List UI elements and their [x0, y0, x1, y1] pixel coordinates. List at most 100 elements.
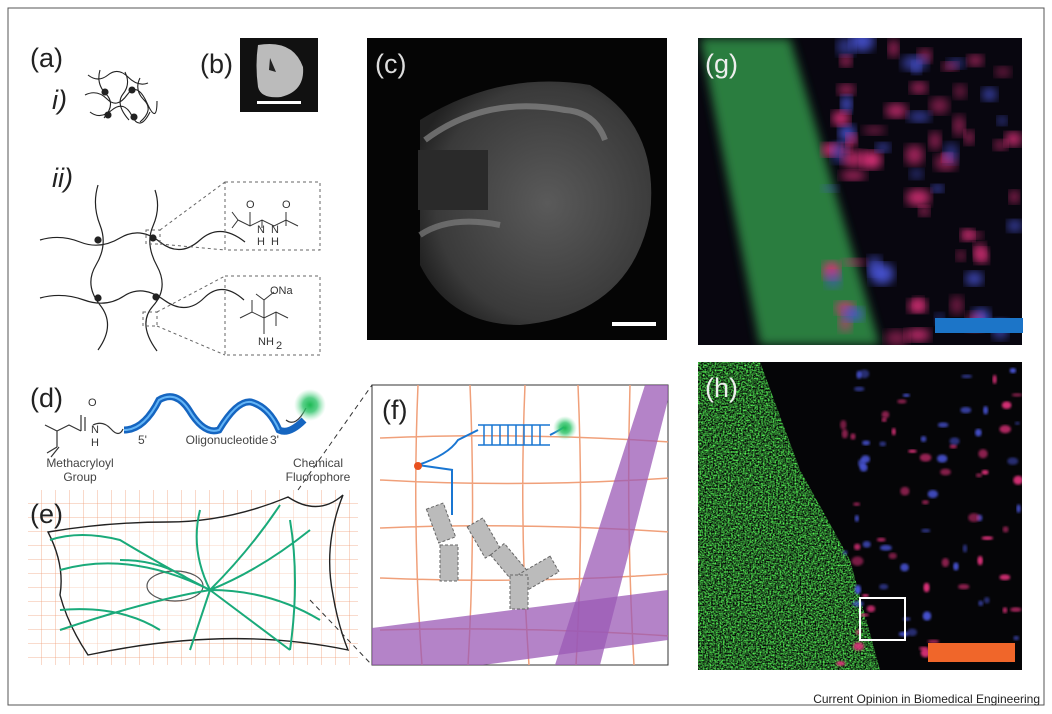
signal-spot	[1013, 475, 1022, 485]
signal-spot	[910, 81, 928, 94]
signal-spot	[983, 405, 989, 415]
signal-spot	[860, 455, 871, 463]
signal-spot	[901, 55, 928, 71]
fluorophore	[294, 389, 326, 421]
sublabel: ii)	[52, 163, 73, 193]
atom: 2	[276, 340, 282, 352]
signal-spot	[956, 250, 966, 262]
signal-spot	[1011, 393, 1022, 397]
panel-label: (b)	[200, 49, 233, 79]
signal-spot	[950, 295, 964, 315]
atom: O	[246, 199, 255, 211]
signal-spot	[888, 552, 897, 559]
panel-label: (g)	[705, 49, 738, 79]
signal-spot	[902, 393, 911, 397]
signal-spot	[879, 441, 887, 447]
signal-spot	[1010, 607, 1022, 612]
signal-spot	[831, 110, 850, 126]
signal-spot	[1009, 367, 1017, 374]
signal-spot	[897, 399, 907, 404]
signal-spot	[850, 38, 875, 52]
signal-spot	[851, 556, 864, 566]
panel-f-content	[372, 385, 668, 665]
atom: O	[282, 199, 291, 211]
signal-spot	[977, 555, 983, 566]
label: 5'	[138, 433, 147, 447]
signal-spot	[842, 550, 848, 556]
panel-label: (e)	[30, 499, 63, 529]
signal-spot	[949, 444, 958, 449]
signal-spot	[902, 617, 911, 622]
signal-spot	[862, 125, 886, 135]
signal-spot	[837, 84, 856, 96]
atom: H	[271, 236, 279, 248]
signal-spot	[931, 184, 944, 193]
signal-spot	[936, 454, 948, 463]
signal-spot	[859, 613, 869, 617]
signal-spot	[960, 228, 975, 242]
signal-spot	[881, 410, 890, 419]
signal-spot	[853, 386, 865, 392]
signal-spot	[958, 583, 970, 590]
atom: O	[88, 397, 97, 409]
signal-spot	[909, 168, 924, 180]
signal-spot	[941, 557, 950, 568]
signal-spot	[846, 133, 858, 147]
signal-spot	[866, 605, 876, 613]
scale-bar	[935, 318, 1023, 333]
label: Oligonucleotide	[186, 433, 269, 447]
signal-spot	[853, 502, 861, 507]
signal-spot	[964, 130, 974, 145]
signal-spot	[875, 142, 891, 153]
signal-spot	[884, 330, 909, 345]
atom: H	[257, 236, 265, 248]
signal-spot	[839, 55, 853, 67]
signal-spot	[1004, 131, 1022, 147]
atom: H	[91, 437, 99, 449]
signal-spot	[907, 628, 918, 637]
atom: N	[91, 424, 99, 436]
signal-spot	[960, 406, 972, 414]
signal-spot	[853, 642, 865, 651]
ventricle	[269, 58, 276, 72]
signal-spot	[862, 440, 871, 446]
signal-spot	[993, 139, 1008, 151]
signal-spot	[1007, 457, 1019, 465]
acrylate	[239, 291, 289, 334]
signal-spot	[918, 205, 930, 217]
label: Fluorophore	[286, 470, 351, 484]
signal-spot	[973, 242, 987, 261]
signal-spot	[842, 258, 867, 266]
signal-spot	[981, 536, 994, 541]
signal-spot	[879, 583, 889, 590]
signal-spot	[907, 111, 931, 123]
signal-spot	[840, 420, 847, 430]
network	[39, 184, 246, 352]
signal-spot	[999, 574, 1011, 581]
caption: Current Opinion in Biomedical Engineerin…	[813, 692, 1040, 706]
signal-spot	[943, 142, 959, 164]
signal-spot	[859, 369, 870, 379]
signal-spot	[927, 490, 939, 499]
signal-spot	[920, 436, 927, 442]
signal-spot	[923, 582, 930, 593]
signal-spot	[888, 39, 899, 58]
signal-spot	[937, 422, 949, 428]
signal-spot	[919, 453, 932, 462]
signal-spot	[962, 544, 968, 553]
signal-spot	[983, 597, 990, 604]
signal-spot	[965, 271, 984, 286]
signal-spot	[1013, 635, 1020, 641]
signal-spot	[981, 469, 989, 475]
zoom-lines	[142, 181, 321, 356]
label: Chemical	[293, 456, 343, 470]
brain-slice	[256, 43, 304, 98]
signal-spot	[900, 486, 910, 496]
signal-spot	[997, 115, 1007, 126]
signal-spot	[854, 584, 861, 595]
label: Group	[63, 470, 97, 484]
signal-spot	[961, 374, 973, 379]
signal-spot	[978, 449, 988, 459]
signal-spot	[862, 593, 869, 598]
signal-spot	[1014, 421, 1020, 425]
